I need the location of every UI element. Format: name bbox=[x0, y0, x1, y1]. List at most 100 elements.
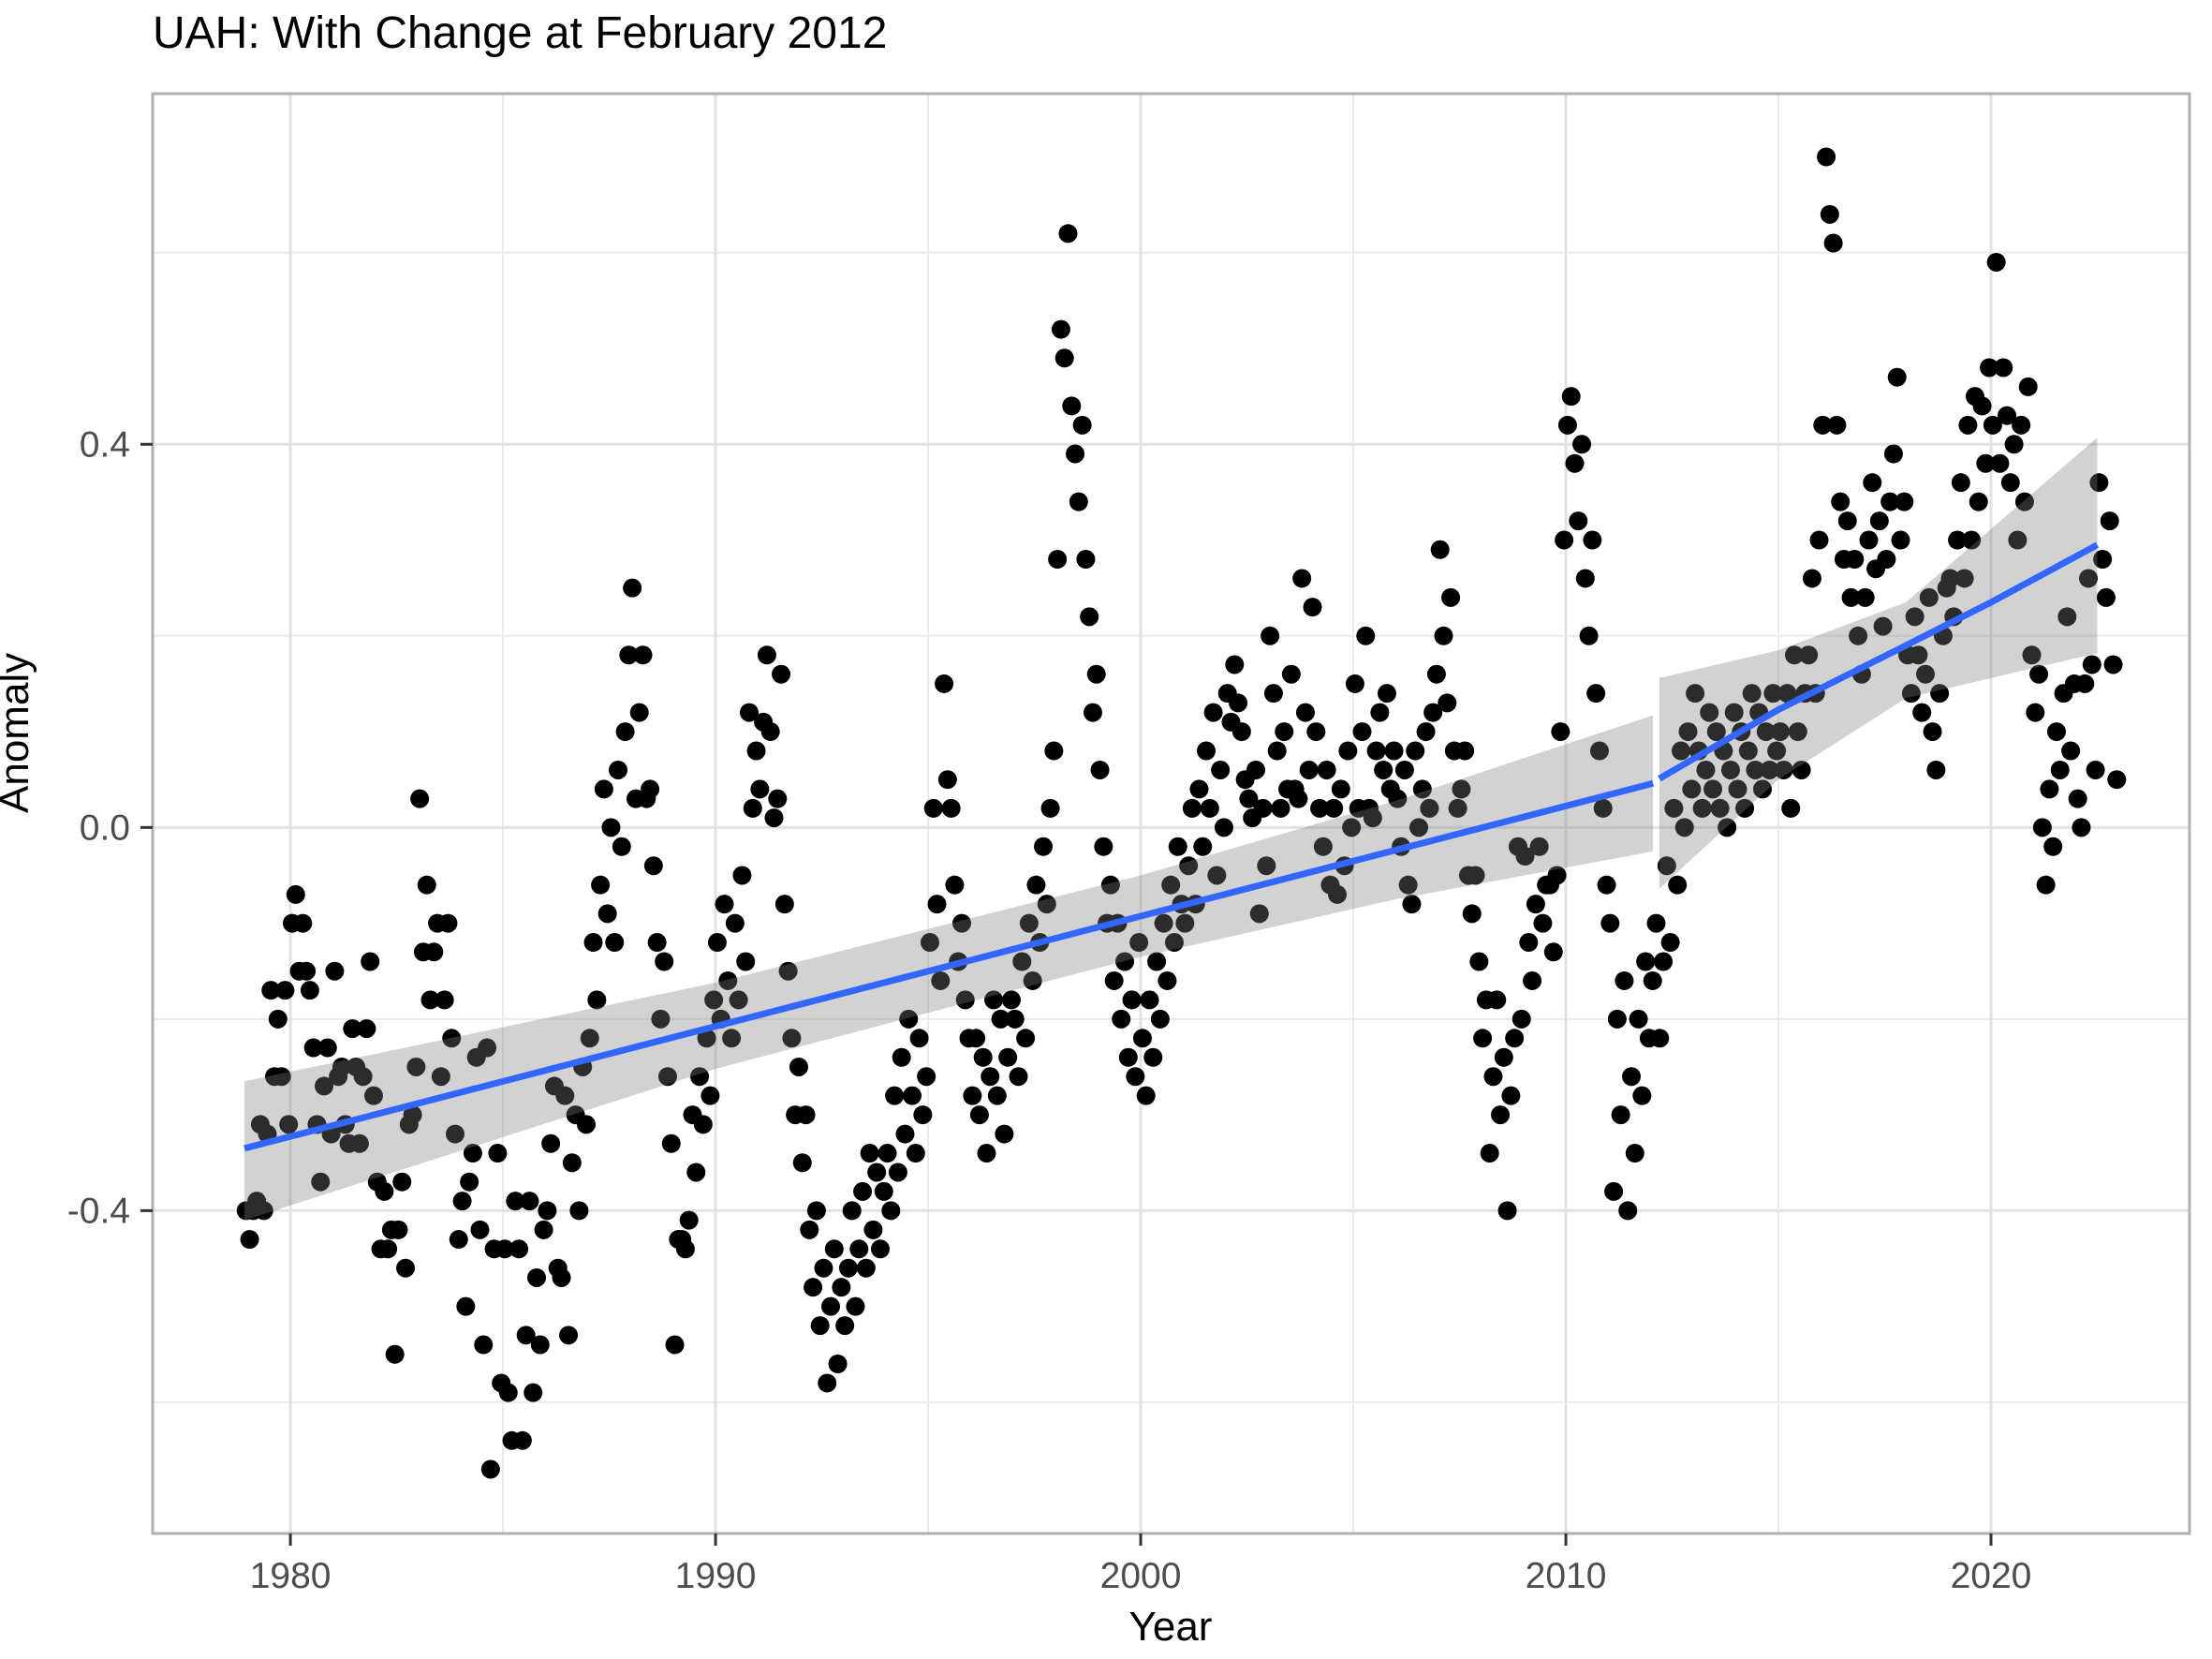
data-point bbox=[814, 1258, 833, 1278]
data-point bbox=[1147, 952, 1167, 971]
data-point bbox=[1930, 684, 1950, 704]
data-point bbox=[1742, 684, 1762, 704]
data-point bbox=[746, 741, 766, 761]
data-point bbox=[892, 1047, 911, 1067]
data-point bbox=[935, 674, 954, 693]
data-point bbox=[1168, 837, 1187, 856]
data-point bbox=[420, 990, 440, 1010]
data-point bbox=[818, 1373, 837, 1393]
data-point bbox=[2036, 875, 2056, 895]
data-point bbox=[810, 1316, 830, 1336]
data-point bbox=[587, 990, 607, 1010]
data-point bbox=[1909, 645, 1928, 665]
data-point bbox=[1813, 415, 1833, 435]
data-point bbox=[594, 779, 613, 799]
data-point bbox=[1501, 1086, 1521, 1105]
data-point bbox=[1615, 970, 1634, 990]
data-point bbox=[524, 1383, 543, 1402]
data-point bbox=[725, 913, 745, 933]
y-tick-label: -0.4 bbox=[67, 1191, 130, 1231]
data-point bbox=[1100, 875, 1120, 895]
data-point bbox=[661, 1133, 681, 1153]
data-point bbox=[1735, 798, 1755, 818]
data-point bbox=[931, 970, 951, 990]
data-point bbox=[1430, 540, 1450, 559]
data-point bbox=[2107, 770, 2127, 790]
data-point bbox=[913, 1105, 933, 1125]
data-point bbox=[824, 1239, 844, 1259]
data-point bbox=[1724, 703, 1744, 722]
data-point bbox=[697, 1029, 716, 1048]
chart-title: UAH: With Change at February 2012 bbox=[153, 8, 888, 58]
data-point bbox=[764, 808, 784, 828]
trend-line-post-changepoint bbox=[1658, 541, 2100, 782]
data-point bbox=[909, 1029, 929, 1048]
data-point bbox=[1420, 798, 1439, 818]
x-tick-label: 1980 bbox=[250, 1556, 332, 1596]
data-point bbox=[2096, 587, 2116, 607]
data-point bbox=[516, 1326, 536, 1345]
data-point bbox=[1837, 511, 1857, 531]
data-point bbox=[1777, 684, 1797, 704]
data-point bbox=[1118, 1047, 1138, 1067]
panel-border bbox=[151, 92, 2191, 1535]
data-point bbox=[1214, 818, 1233, 837]
data-point bbox=[1752, 779, 1772, 799]
data-point bbox=[1526, 895, 1545, 914]
data-point bbox=[1575, 569, 1595, 588]
data-point bbox=[838, 1258, 858, 1278]
data-point bbox=[1197, 741, 1217, 761]
data-point bbox=[2100, 511, 2119, 531]
data-point bbox=[275, 981, 295, 1000]
data-point bbox=[1388, 789, 1408, 808]
data-point bbox=[1112, 1009, 1131, 1029]
data-point bbox=[1986, 252, 2006, 272]
data-point bbox=[1115, 952, 1135, 971]
data-point bbox=[449, 1230, 468, 1250]
data-point bbox=[1126, 1067, 1145, 1087]
data-point bbox=[1253, 798, 1273, 818]
data-point bbox=[460, 1172, 479, 1192]
data-point bbox=[1827, 415, 1847, 435]
data-point bbox=[375, 1181, 394, 1201]
data-point bbox=[431, 1067, 450, 1087]
data-point bbox=[1650, 1029, 1670, 1048]
data-point bbox=[315, 1076, 334, 1096]
data-point bbox=[1426, 664, 1446, 684]
data-point bbox=[870, 1239, 890, 1259]
data-point bbox=[1682, 779, 1702, 799]
data-point bbox=[1281, 664, 1301, 684]
data-point bbox=[1473, 1029, 1493, 1048]
data-point bbox=[1263, 684, 1283, 704]
data-point bbox=[2057, 607, 2077, 627]
data-point bbox=[1976, 453, 1996, 473]
data-point bbox=[729, 990, 748, 1010]
data-point bbox=[1483, 1067, 1503, 1087]
data-point bbox=[605, 933, 625, 953]
data-point bbox=[1607, 1009, 1627, 1029]
data-point bbox=[1632, 1086, 1652, 1105]
data-point bbox=[1249, 904, 1269, 924]
data-point bbox=[895, 1124, 915, 1144]
data-point bbox=[494, 1239, 514, 1259]
data-point bbox=[1069, 492, 1088, 511]
data-point bbox=[1618, 1201, 1638, 1221]
data-point bbox=[353, 1067, 373, 1087]
data-point bbox=[1200, 798, 1219, 818]
data-point bbox=[478, 1038, 497, 1058]
data-point bbox=[1654, 952, 1674, 971]
data-point bbox=[1905, 607, 1924, 627]
data-point bbox=[1094, 837, 1113, 856]
data-point bbox=[1491, 1105, 1511, 1125]
data-point bbox=[559, 1326, 579, 1345]
data-point bbox=[774, 895, 794, 914]
data-point bbox=[1569, 511, 1588, 531]
data-point bbox=[1543, 942, 1563, 962]
data-point bbox=[619, 645, 639, 665]
data-point bbox=[1760, 760, 1779, 779]
data-point bbox=[1823, 233, 1843, 253]
data-point bbox=[1402, 895, 1422, 914]
data-point bbox=[804, 1278, 823, 1297]
data-point bbox=[1158, 970, 1177, 990]
data-point bbox=[1994, 358, 2013, 378]
